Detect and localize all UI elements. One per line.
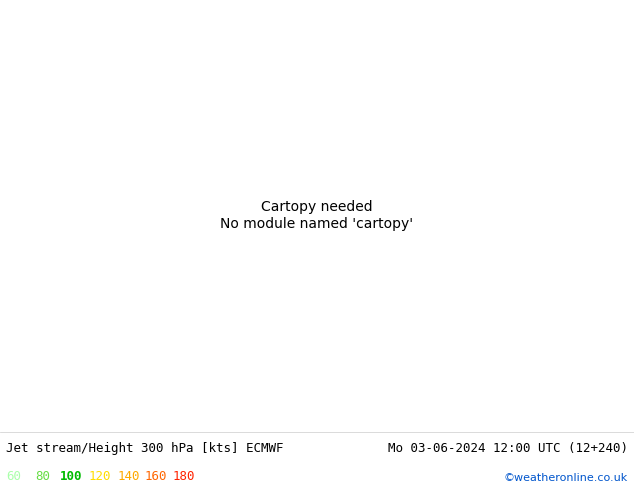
Text: Jet stream/Height 300 hPa [kts] ECMWF: Jet stream/Height 300 hPa [kts] ECMWF bbox=[6, 442, 284, 455]
Text: ©weatheronline.co.uk: ©weatheronline.co.uk bbox=[503, 473, 628, 483]
Text: 140: 140 bbox=[117, 470, 139, 483]
Text: 100: 100 bbox=[60, 470, 82, 483]
Text: 160: 160 bbox=[145, 470, 167, 483]
Text: 60: 60 bbox=[6, 470, 22, 483]
Text: 120: 120 bbox=[89, 470, 111, 483]
Text: Cartopy needed
No module named 'cartopy': Cartopy needed No module named 'cartopy' bbox=[221, 200, 413, 231]
Text: Mo 03-06-2024 12:00 UTC (12+240): Mo 03-06-2024 12:00 UTC (12+240) bbox=[387, 442, 628, 455]
Text: 80: 80 bbox=[35, 470, 50, 483]
Text: 180: 180 bbox=[172, 470, 195, 483]
